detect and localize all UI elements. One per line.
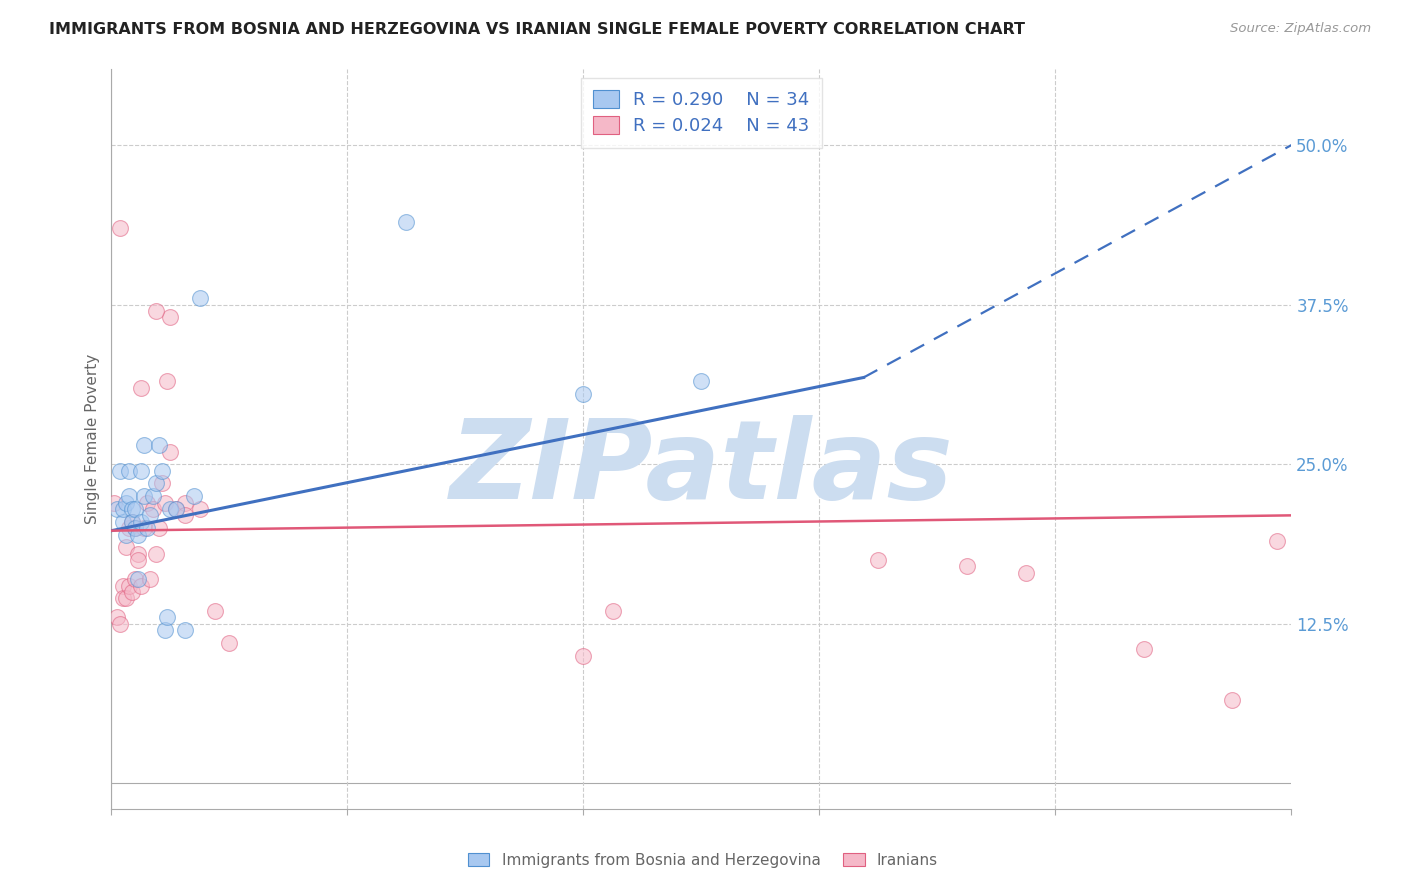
Point	[956, 559, 979, 574]
Point	[159, 310, 181, 325]
Point	[602, 604, 624, 618]
Point	[115, 541, 138, 555]
Point	[153, 495, 176, 509]
Point	[135, 495, 157, 509]
Point	[103, 495, 125, 509]
Point	[110, 221, 132, 235]
Point	[148, 521, 170, 535]
Point	[129, 464, 152, 478]
Point	[145, 304, 167, 318]
Point	[145, 547, 167, 561]
Point	[159, 444, 181, 458]
Point	[139, 508, 162, 523]
Point	[112, 515, 135, 529]
Point	[572, 648, 595, 663]
Point	[110, 464, 132, 478]
Point	[868, 553, 890, 567]
Point	[105, 610, 128, 624]
Y-axis label: Single Female Poverty: Single Female Poverty	[86, 353, 100, 524]
Point	[1265, 533, 1288, 548]
Point	[572, 387, 595, 401]
Point	[153, 624, 176, 638]
Point	[1220, 693, 1243, 707]
Point	[165, 502, 187, 516]
Point	[112, 502, 135, 516]
Point	[110, 616, 132, 631]
Point	[148, 438, 170, 452]
Point	[127, 527, 149, 541]
Point	[127, 572, 149, 586]
Point	[1133, 642, 1156, 657]
Point	[139, 572, 162, 586]
Text: ZIPatlas: ZIPatlas	[450, 415, 953, 522]
Point	[150, 476, 173, 491]
Point	[174, 624, 197, 638]
Point	[118, 464, 141, 478]
Point	[118, 578, 141, 592]
Point	[129, 578, 152, 592]
Point	[159, 502, 181, 516]
Point	[115, 527, 138, 541]
Text: IMMIGRANTS FROM BOSNIA AND HERZEGOVINA VS IRANIAN SINGLE FEMALE POVERTY CORRELAT: IMMIGRANTS FROM BOSNIA AND HERZEGOVINA V…	[49, 22, 1025, 37]
Point	[112, 591, 135, 606]
Point	[1015, 566, 1038, 580]
Point	[124, 572, 146, 586]
Point	[132, 489, 155, 503]
Point	[129, 515, 152, 529]
Point	[183, 489, 205, 503]
Point	[121, 515, 143, 529]
Point	[204, 604, 226, 618]
Point	[174, 495, 197, 509]
Point	[127, 553, 149, 567]
Point	[188, 502, 211, 516]
Point	[105, 502, 128, 516]
Point	[135, 521, 157, 535]
Point	[121, 502, 143, 516]
Point	[124, 502, 146, 516]
Point	[188, 291, 211, 305]
Point	[118, 489, 141, 503]
Point	[132, 521, 155, 535]
Point	[142, 502, 165, 516]
Point	[115, 591, 138, 606]
Point	[156, 374, 179, 388]
Point	[395, 215, 418, 229]
Point	[124, 521, 146, 535]
Point	[124, 521, 146, 535]
Legend: Immigrants from Bosnia and Herzegovina, Iranians: Immigrants from Bosnia and Herzegovina, …	[460, 845, 946, 875]
Point	[142, 489, 165, 503]
Point	[690, 374, 713, 388]
Point	[174, 508, 197, 523]
Point	[165, 502, 187, 516]
Point	[118, 521, 141, 535]
Point	[145, 476, 167, 491]
Point	[156, 610, 179, 624]
Point	[218, 636, 240, 650]
Point	[127, 547, 149, 561]
Legend: R = 0.290    N = 34, R = 0.024    N = 43: R = 0.290 N = 34, R = 0.024 N = 43	[581, 78, 823, 148]
Point	[115, 495, 138, 509]
Point	[132, 438, 155, 452]
Point	[129, 381, 152, 395]
Point	[150, 464, 173, 478]
Text: Source: ZipAtlas.com: Source: ZipAtlas.com	[1230, 22, 1371, 36]
Point	[112, 578, 135, 592]
Point	[121, 585, 143, 599]
Point	[121, 515, 143, 529]
